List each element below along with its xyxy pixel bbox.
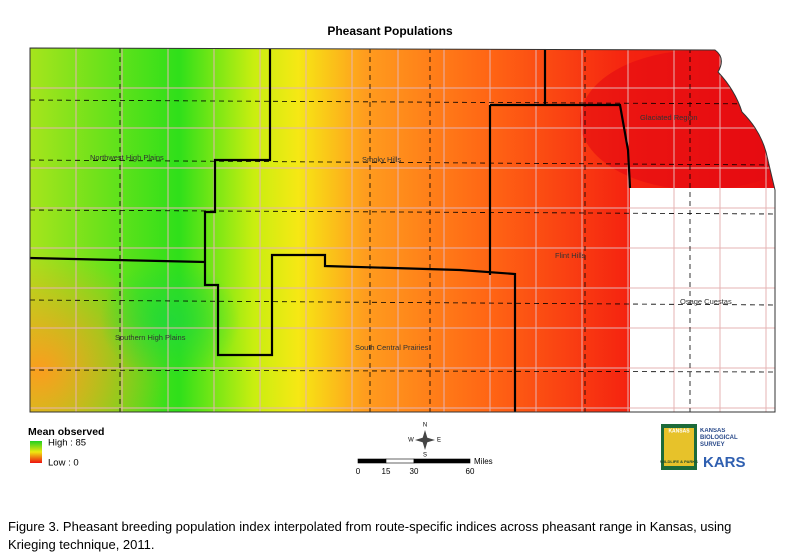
scale-segment [357, 458, 387, 464]
region-labels: Northwest High Plains Smoky Hills Glaciate… [90, 113, 732, 352]
scale-bar: Miles 0 15 30 60 [356, 457, 493, 476]
map-title: Pheasant Populations [327, 24, 453, 38]
region-label: Osage Cuestas [680, 297, 732, 306]
scale-segment [385, 458, 415, 464]
map-figure: Pheasant Populations Northwest High Plai… [28, 24, 776, 476]
legend-ramp [30, 441, 42, 463]
survey-logo: KANSAS BIOLOGICAL SURVEY [700, 428, 738, 448]
region-label: Northwest High Plains [90, 153, 164, 162]
agency-sub: WILDLIFE & PARKS [660, 459, 698, 464]
kars-logo: KARS [703, 454, 746, 471]
scale-tick-label: 30 [410, 467, 419, 476]
region-label: Flint Hills [555, 251, 586, 260]
compass-e: E [437, 438, 441, 444]
legend-high: High : 85 [48, 438, 86, 449]
scale-unit: Miles [474, 457, 493, 466]
region-label: Glaciated Region [640, 113, 698, 122]
state-outline [29, 47, 776, 413]
caption-line: Krieging technique, 2011. [8, 537, 155, 552]
compass-n: N [423, 423, 427, 429]
region-label: Southern High Plains [115, 333, 186, 342]
agency-logo: KANSAS [668, 428, 690, 434]
legend-title: Mean observed [28, 426, 104, 438]
compass-w: W [408, 438, 414, 444]
caption-line: Figure 3. Pheasant breeding population i… [8, 519, 732, 534]
compass-s: S [423, 453, 427, 459]
scale-tick-label: 0 [356, 467, 361, 476]
legend-low: Low : 0 [48, 458, 79, 469]
scale-tick-label: 15 [382, 467, 391, 476]
logos: KANSAS WILDLIFE & PARKS KANSAS BIOLOGICA… [660, 424, 746, 471]
region-label: South Central Prairies [355, 343, 429, 352]
compass: N S E W [408, 423, 441, 459]
region-label: Smoky Hills [362, 155, 401, 164]
scale-tick-label: 60 [466, 467, 475, 476]
scale-segment [413, 458, 471, 464]
survey-logo-box: KANSAS BIOLOGICAL SURVEY [700, 428, 738, 448]
heat-surface [30, 48, 775, 412]
